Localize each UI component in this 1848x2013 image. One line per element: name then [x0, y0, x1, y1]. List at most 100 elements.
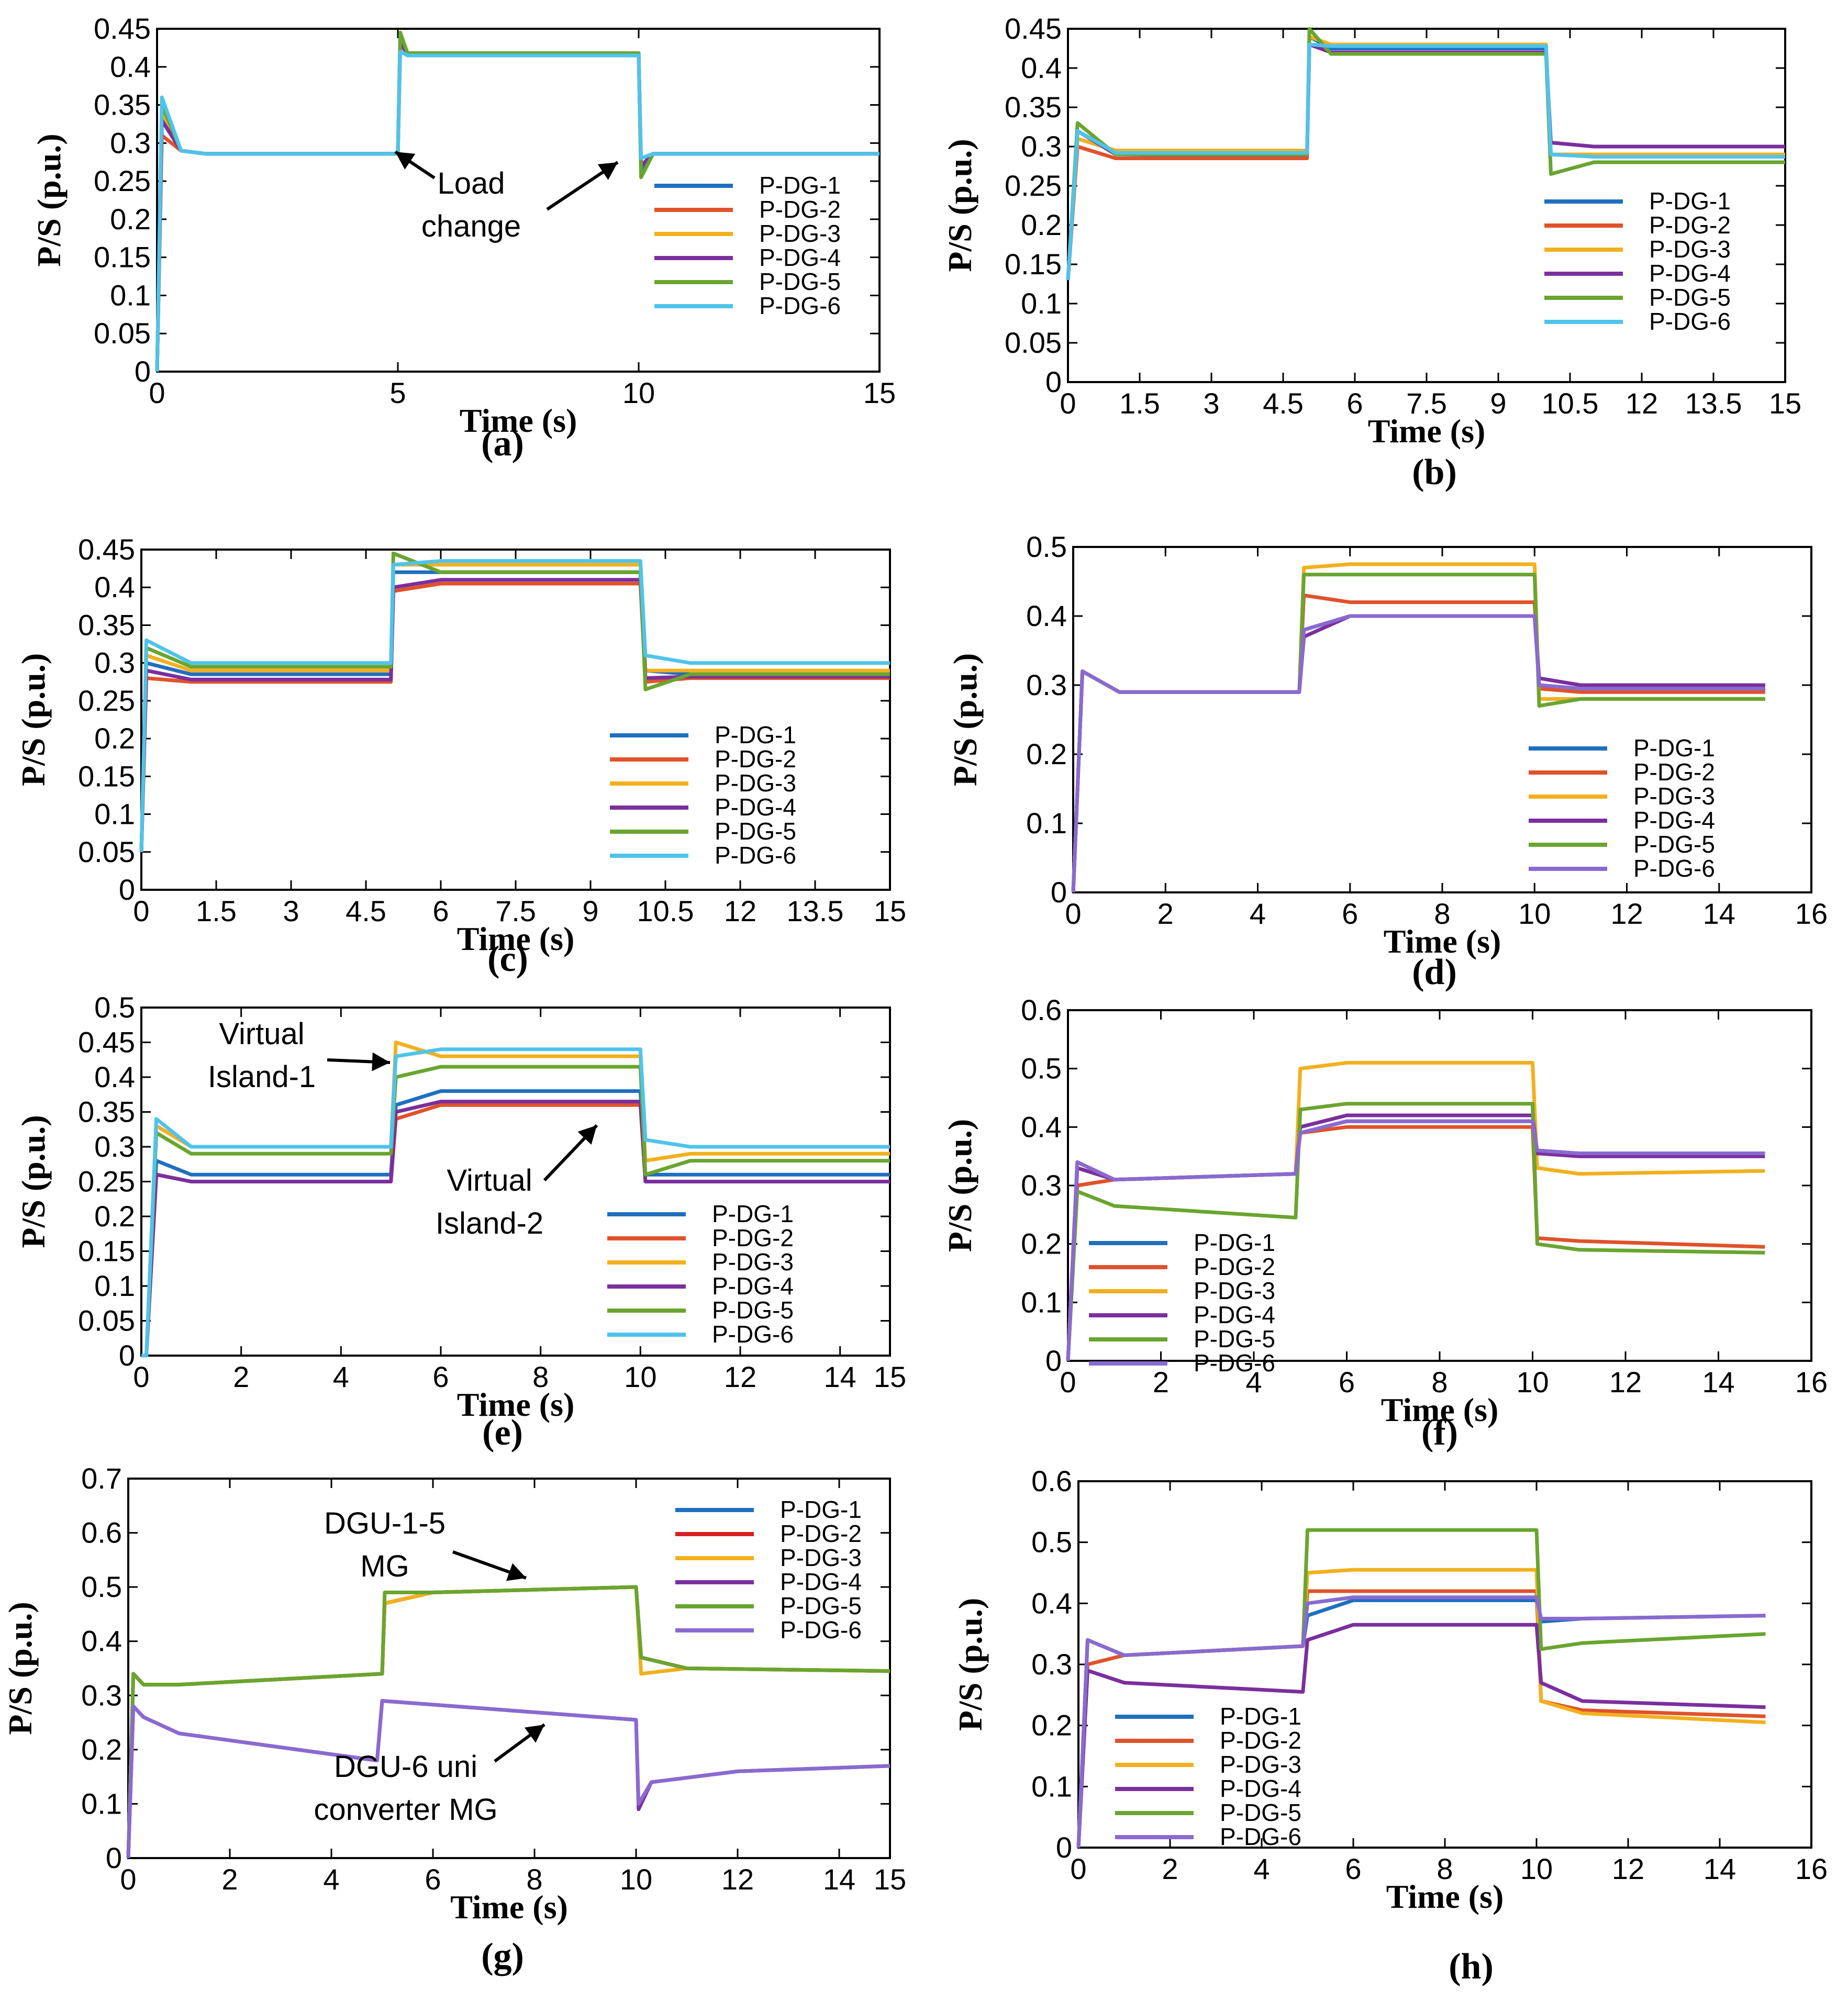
annotation-arrow-load-2: [546, 161, 619, 211]
y-tick-label: 0.25: [78, 1165, 135, 1198]
y-tick-label: 0.45: [94, 12, 151, 45]
legend-label: P-DG-1: [1649, 187, 1731, 215]
annotation-arrow-dgu-1-5: [452, 1550, 527, 1581]
legend-label: P-DG-5: [712, 1296, 794, 1324]
series-line-p-dg-5: [1066, 1102, 1765, 1361]
y-tick-label: 0: [1045, 365, 1062, 398]
y-tick-label: 0.6: [81, 1516, 122, 1549]
y-tick-label: 0.1: [1021, 1285, 1062, 1318]
y-tick-label: 0.05: [78, 835, 135, 868]
y-tick-label: 0.3: [1021, 1169, 1062, 1202]
x-tick-label: 9: [1490, 387, 1506, 420]
y-tick-label: 0: [1056, 1831, 1072, 1864]
y-tick-label: 0.5: [1026, 530, 1067, 563]
annotation-dgu-6: converter MG: [314, 1793, 497, 1827]
annotation-arrow-load-1: [394, 150, 436, 180]
annotation-arrowhead: [395, 152, 416, 170]
panel-caption: (h): [1449, 1947, 1494, 1987]
x-tick-label: 10: [624, 1360, 656, 1393]
annotation-virtual-island-2: Virtual: [447, 1164, 532, 1198]
annotation-dgu-6: DGU-6 uni: [334, 1750, 477, 1784]
y-tick-label: 0.15: [1005, 248, 1062, 281]
x-tick-label: 10: [1520, 1852, 1553, 1885]
x-tick-label: 0: [120, 1863, 136, 1896]
x-tick-label: 2: [1157, 897, 1174, 930]
series-line-p-dg-6: [139, 559, 890, 852]
y-tick-label: 0.35: [1005, 91, 1062, 124]
legend-label: P-DG-3: [1649, 236, 1731, 263]
legend-label: P-DG-2: [1649, 211, 1731, 239]
y-tick-label: 0.15: [94, 241, 151, 274]
x-tick-label: 0: [1070, 1852, 1086, 1885]
x-tick-label: 8: [1431, 1366, 1448, 1399]
annotation-arrowhead: [577, 1125, 597, 1145]
panel-caption: (a): [481, 423, 524, 464]
x-tick-label: 2: [1153, 1366, 1169, 1399]
legend-label: P-DG-6: [712, 1321, 794, 1348]
legend-label: P-DG-4: [759, 244, 841, 271]
plot-frame: [1067, 1009, 1812, 1362]
x-axis-label: Time (s): [1381, 1391, 1499, 1428]
x-tick-label: 0: [1060, 387, 1076, 420]
plot-frame: [1067, 28, 1786, 383]
y-tick-label: 0: [119, 1339, 135, 1372]
x-tick-label: 0: [149, 376, 165, 409]
series-line-p-dg-6: [1066, 1119, 1765, 1361]
x-tick-label: 4: [1253, 1852, 1270, 1885]
y-axis-label: P/S (p.u.): [941, 1119, 978, 1252]
annotation-arrow-dgu-6: [494, 1723, 546, 1763]
series-line-p-dg-4: [139, 578, 890, 852]
legend-label: P-DG-3: [1633, 782, 1715, 810]
y-axis-label: P/S (p.u.): [15, 653, 52, 786]
x-tick-label: 4: [333, 1360, 349, 1393]
legend-label: P-DG-6: [759, 292, 841, 319]
legend-label: P-DG-3: [759, 220, 841, 247]
y-tick-label: 0.1: [1021, 287, 1062, 320]
plot-frame: [140, 549, 891, 891]
y-tick-label: 0.35: [78, 608, 135, 641]
legend-label: P-DG-2: [1633, 758, 1715, 786]
x-tick-label: 12: [1612, 1852, 1644, 1885]
plot-frame: [156, 28, 881, 373]
y-tick-label: 0.2: [110, 203, 151, 236]
x-tick-label: 2: [233, 1360, 249, 1393]
legend-label: P-DG-6: [1194, 1349, 1275, 1377]
x-tick-label: 4: [1250, 897, 1266, 930]
y-tick-label: 0: [119, 873, 135, 906]
y-tick-label: 0: [1051, 876, 1067, 909]
x-tick-label: 14: [1702, 1366, 1734, 1399]
chart-e: 00.050.10.150.20.250.30.350.40.450.50 2 4 6…: [15, 991, 906, 1453]
legend-label: P-DG-6: [1649, 308, 1731, 335]
legend-label: P-DG-4: [715, 793, 796, 821]
y-tick-label: 0.3: [1021, 130, 1062, 163]
legend: P-DG-1P-DG-2P-DG-3P-DG-4P-DG-5P-DG-6: [675, 1496, 862, 1643]
y-tick-label: 0.6: [1021, 993, 1062, 1026]
plot-frame: [1077, 1480, 1812, 1849]
y-tick-label: 0.5: [1031, 1526, 1072, 1559]
x-tick-label: 5: [389, 376, 406, 409]
series-line-p-dg-6: [155, 50, 880, 372]
y-tick-label: 0.3: [110, 126, 151, 159]
panel-caption: (g): [481, 1936, 524, 1976]
x-tick-label: 13.5: [1685, 387, 1742, 420]
y-axis-label: P/S (p.u.): [30, 133, 68, 266]
y-tick-label: 0.25: [78, 684, 135, 717]
x-tick-label: 10.5: [637, 894, 694, 927]
chart-b: 0 0.05 0.1 0.15 0.2 0.25 0.3 0.35 0.4 0.45 0 1.5 3 4.…: [941, 12, 1801, 493]
annotation-dgu-1-5: MG: [360, 1549, 409, 1583]
legend-label: P-DG-4: [1649, 260, 1731, 287]
legend-label: P-DG-3: [780, 1544, 862, 1571]
y-tick-label: 0.4: [1026, 599, 1067, 632]
legend-label: P-DG-1: [715, 721, 796, 748]
x-axis-label: Time (s): [460, 402, 577, 439]
chart-f: 0 0.1 0.2 0.3 0.4 0.5 0.6 0 2 4 6 8 10 12 14 16 Time (s)…: [941, 993, 1828, 1453]
x-tick-label: 12: [1609, 1366, 1642, 1399]
panel-caption: (b): [1412, 452, 1457, 493]
series-line-p-dg-4: [1066, 1113, 1765, 1361]
y-tick-label: 0: [135, 355, 151, 388]
legend: P-DG-1P-DG-2P-DG-3P-DG-4P-DG-5P-DG-6: [607, 1200, 794, 1348]
y-tick-label: 0.2: [81, 1733, 122, 1766]
chart-h: 0 0.1 0.2 0.3 0.4 0.5 0.6 0 2 4 6 8 10 12 14 16 Time (s)…: [952, 1464, 1828, 1987]
annotation-arrow-island-2: [543, 1124, 598, 1182]
